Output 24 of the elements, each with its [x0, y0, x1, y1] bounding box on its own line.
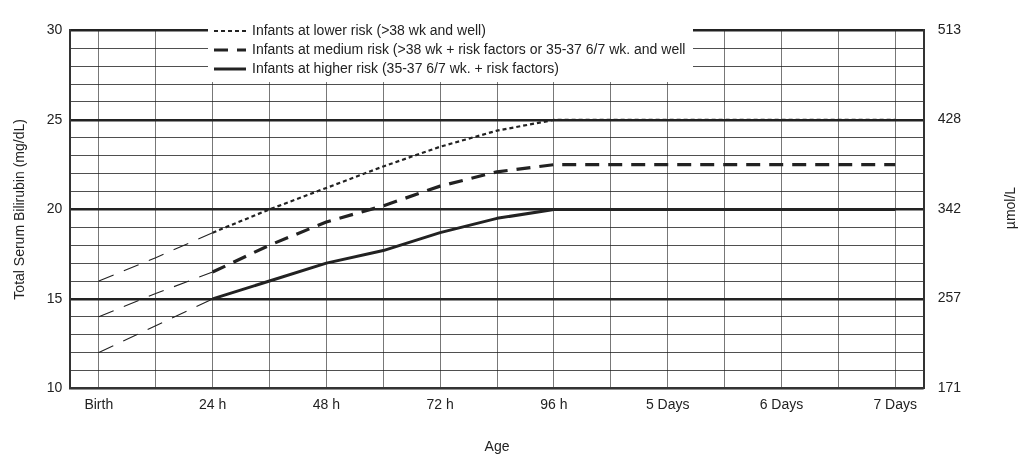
- x-tick-label: 72 h: [426, 395, 454, 412]
- x-tick-label: 48 h: [312, 395, 340, 412]
- y2-tick-label: 513: [937, 21, 962, 38]
- y-tick-label: 10: [46, 379, 63, 396]
- legend-label: Infants at medium risk (>38 wk + risk factors or 35-37 6/7 wk. and well: [252, 40, 686, 59]
- y2-tick-label: 257: [937, 289, 962, 306]
- y-tick-label: 30: [46, 21, 63, 38]
- legend-label: Infants at lower risk (>38 wk and well): [252, 21, 486, 40]
- x-tick-label: 6 Days: [759, 395, 804, 412]
- x-tick-label: 7 Days: [873, 395, 917, 412]
- x-tick-label: 96 h: [540, 395, 568, 412]
- y-axis-title: Total Serum Bilirubin (mg/dL): [11, 119, 28, 300]
- y-tick-label: 20: [46, 200, 63, 217]
- y2-tick-label: 428: [937, 110, 962, 127]
- x-axis-title: Age: [484, 438, 510, 455]
- y-tick-label: 25: [46, 110, 63, 127]
- y2-axis-title: µmol/L: [1002, 186, 1018, 230]
- x-tick-label: Birth: [84, 395, 114, 412]
- x-tick-label: 5 Days: [645, 395, 690, 412]
- y2-tick-label: 342: [937, 200, 962, 217]
- legend-label: Infants at higher risk (35-37 6/7 wk. + risk factors): [252, 59, 559, 78]
- x-tick-label: 24 h: [198, 395, 227, 412]
- y-tick-label: 15: [46, 289, 63, 306]
- y2-tick-label: 171: [937, 379, 962, 396]
